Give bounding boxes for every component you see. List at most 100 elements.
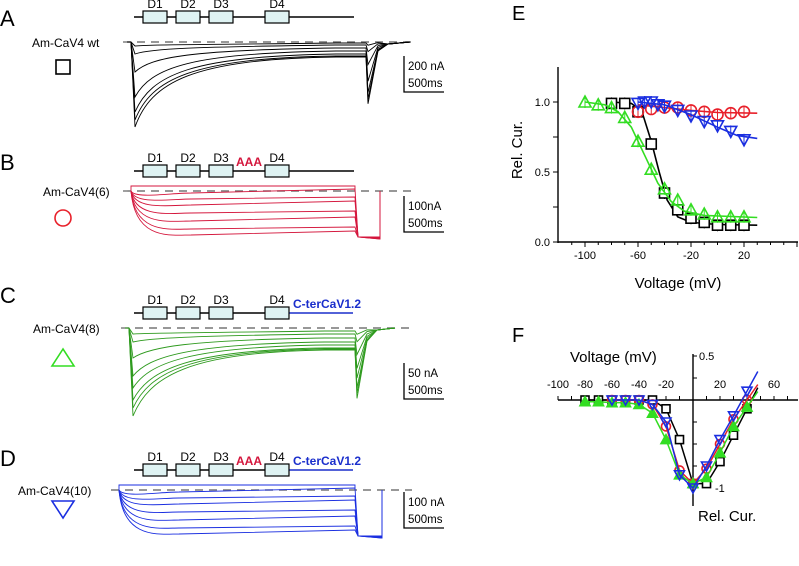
- cterm-label: C-terCaV1.2: [293, 297, 361, 311]
- triangle-down-marker-icon: [646, 399, 659, 412]
- scale-current-label: 200 nA: [408, 61, 445, 73]
- series-triangle-down: [630, 96, 758, 148]
- y-tick-label: -1: [715, 483, 725, 495]
- chart-f: F -100 -80 -60 -40 -20 20 60 0.5 -1 Voltage (mV) Re…: [512, 325, 798, 525]
- domain-label: D2: [180, 293, 196, 307]
- triangle-up-marker-icon: [723, 209, 739, 223]
- current-trace: [125, 327, 396, 343]
- y-axis-label: Rel. Cur.: [698, 508, 756, 525]
- cterm-label: C-terCaV1.2: [293, 454, 361, 468]
- square-marker-icon: [661, 403, 671, 414]
- domain-box: [175, 463, 201, 477]
- scale-bar: [403, 492, 444, 529]
- domain-box: [142, 463, 168, 477]
- triangle-down-marker-icon: [710, 120, 725, 134]
- triangle-down-marker-icon: [630, 97, 646, 112]
- domain-box: [175, 10, 201, 24]
- triangle-up-marker-icon: [659, 432, 673, 445]
- domain-box: [264, 10, 290, 24]
- x-tick-label: -60: [630, 250, 646, 262]
- triangle-up-marker-icon: [713, 446, 727, 458]
- panel-letter: A: [0, 6, 15, 31]
- domain-box: [208, 306, 234, 320]
- triangle-down-marker-icon: [686, 483, 700, 495]
- panel-letter: D: [0, 446, 16, 471]
- triangle-up-marker-icon: [590, 97, 606, 111]
- panel-a: A D1 D2 D3 D4 Am-CaV4 wt 200 nA 500ms: [0, 0, 445, 128]
- current-trace: [127, 41, 411, 121]
- triangle-down-symbol-icon: [50, 500, 76, 520]
- circle-symbol-icon: [54, 209, 72, 227]
- domain-label: D3: [213, 151, 229, 165]
- scale-time-label: 500ms: [408, 514, 443, 526]
- triangle-up-marker-icon: [736, 209, 752, 223]
- current-trace: [127, 41, 411, 113]
- y-axis-label: Rel. Cur.: [509, 121, 526, 179]
- triangle-down-marker-icon: [736, 134, 752, 148]
- series-triangle-down: [605, 371, 759, 495]
- triangle-down-marker-icon: [619, 395, 632, 407]
- triangle-up-marker-icon: [578, 395, 592, 407]
- panel-letter: F: [512, 325, 524, 347]
- current-trace: [118, 489, 383, 537]
- triangle-down-marker-icon: [659, 417, 673, 429]
- domain-box: [264, 306, 290, 320]
- current-traces: [127, 41, 411, 128]
- square-marker-icon: [645, 138, 658, 150]
- x-axis-label: Voltage (mV): [635, 275, 722, 292]
- triangle-down-marker-icon: [657, 100, 672, 114]
- triangle-up-marker-icon: [630, 133, 646, 147]
- scale-bar: [403, 56, 444, 93]
- y-tick-label: 1.0: [535, 97, 550, 109]
- triangle-down-marker-icon: [632, 395, 646, 407]
- domain-label: D3: [213, 450, 229, 464]
- triangle-up-marker-icon: [740, 400, 754, 412]
- current-trace: [127, 41, 411, 128]
- current-trace: [127, 41, 411, 73]
- domain-box: [142, 164, 168, 178]
- circle-marker-icon: [737, 105, 751, 119]
- panel-d: D C-terCaV1.2 D1 D2 D3 D4 AAA Am-CaV4(10) 100 nA…: [0, 446, 445, 539]
- current-trace: [125, 327, 396, 335]
- domain-label: D1: [147, 293, 163, 307]
- panel-letter: B: [0, 150, 15, 175]
- current-trace: [125, 327, 396, 378]
- current-trace: [130, 190, 381, 239]
- triangle-up-marker-icon: [683, 202, 699, 216]
- scale-bar: [403, 363, 444, 400]
- triangle-up-marker-icon: [670, 192, 686, 206]
- current-trace: [125, 327, 396, 417]
- domain-label: D4: [269, 293, 285, 307]
- current-trace: [130, 190, 381, 238]
- triangle-down-marker-icon: [673, 469, 686, 482]
- triangle-down-marker-icon: [683, 110, 699, 124]
- construct-label: Am-CaV4(10): [18, 484, 91, 498]
- panel-c: C C-terCaV1.2 D1 D2 D3 D4 Am-CaV4(8) 50 nA 500ms: [0, 283, 444, 417]
- aaa-insert-label: AAA: [236, 155, 262, 169]
- current-trace: [125, 327, 396, 409]
- domain-box: [208, 463, 234, 477]
- triangle-down-marker-icon: [740, 386, 754, 398]
- triangle-up-marker-icon: [592, 395, 605, 407]
- y-tick-label: 0.5: [699, 351, 714, 363]
- triangle-down-marker-icon: [713, 434, 727, 447]
- x-tick-label: -100: [547, 379, 569, 391]
- triangle-up-marker-icon: [696, 206, 712, 220]
- current-traces: [125, 327, 396, 417]
- aaa-insert-label: AAA: [236, 454, 262, 468]
- domain-label: D4: [269, 0, 285, 11]
- scale-time-label: 500ms: [408, 78, 443, 90]
- current-trace: [127, 41, 411, 47]
- domain-label: D2: [180, 0, 196, 11]
- fit-curve: [611, 101, 758, 226]
- domain-box: [175, 306, 201, 320]
- domain-label: D2: [180, 151, 196, 165]
- current-trace: [130, 190, 381, 240]
- scale-current-label: 50 nA: [408, 368, 438, 380]
- y-tick-label: 0.5: [535, 167, 550, 179]
- triangle-up-symbol-icon: [50, 347, 76, 367]
- domain-box: [208, 10, 234, 24]
- domain-label: D1: [147, 151, 163, 165]
- circle-marker-icon: [724, 106, 738, 120]
- current-trace: [130, 190, 381, 238]
